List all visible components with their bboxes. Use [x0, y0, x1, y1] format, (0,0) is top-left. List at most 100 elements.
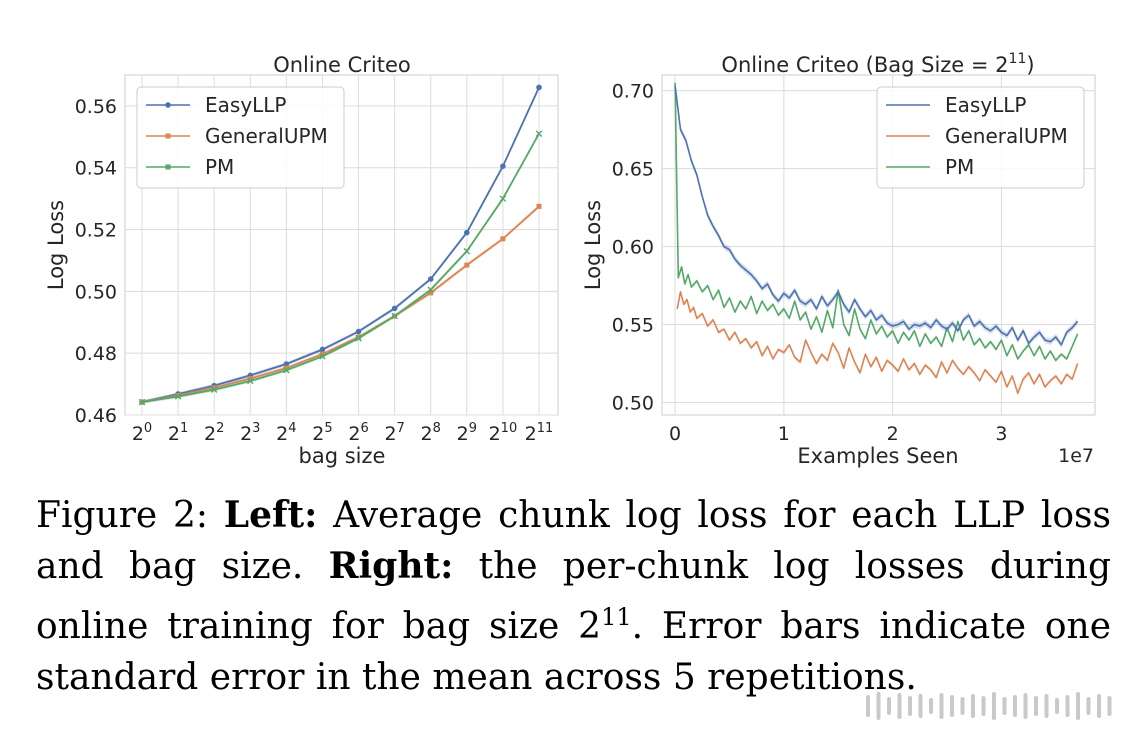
- right-line-easyllp: [674, 85, 1079, 346]
- left-legend: EasyLLP GeneralUPM PM: [136, 86, 345, 189]
- watermark-stroke: [876, 692, 881, 720]
- left-line-pm: [141, 133, 540, 403]
- left-legend-marker-generalupm: [165, 133, 171, 139]
- left-x-tick-exponent: 4: [288, 421, 296, 436]
- left-point-generalupm: [464, 262, 470, 268]
- left-x-tick-base: 2: [240, 423, 252, 445]
- left-line-easyllp: [141, 87, 540, 403]
- left-series-lines: [138, 84, 543, 406]
- left-point-pm: [463, 247, 471, 255]
- left-y-tick-label: 0.46: [75, 405, 117, 427]
- right-y-tick-label: 0.70: [612, 81, 654, 103]
- left-x-tick-base: 2: [276, 423, 288, 445]
- left-x-tick-exponent: 6: [360, 421, 368, 436]
- left-point-easyllp: [391, 305, 398, 312]
- watermark-stroke: [1076, 692, 1080, 720]
- right-legend-label-generalupm: GeneralUPM: [945, 124, 1068, 148]
- left-point-generalupm: [319, 351, 325, 357]
- watermark-stroke: [918, 694, 923, 718]
- left-point-generalupm: [247, 376, 253, 382]
- caption-right-label: Right:: [328, 545, 454, 587]
- watermark-stroke: [939, 693, 944, 719]
- caption-end-text: . Error bars indicate one standard error…: [36, 606, 1112, 698]
- right-x-scale-label: 1e7: [1058, 445, 1094, 467]
- left-legend-label-generalupm: GeneralUPM: [205, 124, 328, 148]
- left-x-tick-exponent: 3: [252, 421, 260, 436]
- left-x-tick-exponent: 10: [501, 421, 518, 436]
- left-x-axis-label: bag size: [299, 444, 386, 468]
- figure-caption: Figure 2: Left: Average chunk log loss f…: [36, 490, 1111, 703]
- left-y-tick-label: 0.52: [75, 220, 117, 242]
- watermark-stroke: [887, 697, 891, 715]
- left-legend-box: [136, 86, 345, 189]
- left-point-pm: [246, 377, 254, 385]
- left-point-easyllp: [355, 328, 362, 335]
- left-point-easyllp: [464, 229, 470, 236]
- watermark-stroke: [866, 695, 870, 717]
- left-x-tick-exponent: 2: [216, 421, 224, 436]
- caption-left-label: Left:: [223, 494, 318, 536]
- left-point-pm: [174, 393, 182, 400]
- right-y-ticks: 0.50 0.55 0.60 0.65 0.70: [612, 81, 654, 415]
- left-x-tick-exponent: 8: [433, 421, 441, 436]
- right-y-tick-label: 0.60: [612, 237, 654, 259]
- right-x-tick-label: 0: [669, 423, 681, 445]
- caption-prefix: Figure 2:: [36, 495, 224, 536]
- left-x-tick-exponent: 7: [397, 421, 405, 436]
- watermark-stroke: [1107, 696, 1112, 716]
- right-series-lines: [674, 80, 1079, 396]
- left-x-tick-label: 28: [421, 421, 441, 445]
- right-x-ticks: 0 1 2 3: [669, 423, 1007, 445]
- left-x-tick-base: 2: [457, 423, 469, 445]
- left-x-tick-label: 27: [384, 421, 404, 445]
- left-y-axis-label: Log Loss: [44, 200, 68, 290]
- left-point-easyllp: [427, 276, 434, 282]
- caption-left-text: Average chunk log loss for each LLP loss…: [36, 495, 1112, 587]
- left-x-tick-base: 2: [204, 423, 216, 445]
- watermark-stroke: [1034, 696, 1038, 716]
- left-point-generalupm: [211, 385, 217, 391]
- watermark-stroke: [950, 695, 954, 717]
- left-x-tick-base: 2: [312, 423, 324, 445]
- watermark-stroke: [1086, 697, 1091, 715]
- watermark-stroke: [1065, 695, 1070, 717]
- left-chart-title: Online Criteo: [273, 53, 411, 77]
- left-point-generalupm: [536, 203, 542, 209]
- left-y-tick-label: 0.54: [75, 158, 117, 180]
- watermark-stroke: [1097, 694, 1101, 718]
- left-y-tick-label: 0.48: [75, 343, 117, 365]
- left-point-pm: [427, 286, 435, 294]
- left-point-generalupm: [356, 334, 362, 340]
- left-x-tick-base: 2: [132, 423, 144, 445]
- right-chart: 0.50 0.55 0.60 0.65 0.70 0 1 2 3 Online Criteo …: [581, 51, 1096, 468]
- left-legend-label-pm: PM: [205, 155, 234, 179]
- watermark-stroke: [929, 698, 933, 714]
- left-x-ticks: 20 21 22 23 24 25 26 27 28 29 210 211: [132, 421, 554, 445]
- left-point-generalupm: [283, 365, 289, 371]
- left-point-pm: [283, 366, 290, 374]
- left-chart: 0.460.480.500.520.540.56 20 21 22 23 24 25 26 2…: [44, 53, 559, 468]
- left-x-tick-label: 23: [240, 421, 260, 445]
- right-legend-label-pm: PM: [945, 155, 974, 179]
- left-x-tick-base: 2: [421, 423, 433, 445]
- caption-bag-base: 2: [578, 606, 602, 647]
- right-x-tick-label: 2: [887, 423, 899, 445]
- left-x-tick-base: 2: [168, 423, 180, 445]
- left-x-tick-exponent: 1: [180, 421, 188, 436]
- watermark-stroke: [960, 697, 965, 715]
- left-x-tick-label: 24: [276, 421, 296, 445]
- left-y-tick-label: 0.50: [75, 281, 117, 303]
- left-x-tick-base: 2: [348, 423, 360, 445]
- left-point-pm: [499, 195, 507, 202]
- left-x-tick-label: 29: [457, 421, 477, 445]
- caption-right-text: the per-chunk log losses during online t…: [36, 546, 1112, 647]
- right-y-tick-label: 0.50: [612, 393, 654, 415]
- left-point-pm: [210, 386, 218, 393]
- right-chart-title: Online Criteo (Bag Size = 211): [721, 51, 1034, 77]
- left-point-pm: [391, 312, 398, 320]
- right-legend: EasyLLP GeneralUPM PM: [876, 86, 1085, 189]
- left-legend-label-easyllp: EasyLLP: [205, 93, 287, 117]
- left-line-generalupm: [141, 205, 540, 403]
- left-y-ticks: 0.46 0.48 0.50 0.52 0.54 0.56: [75, 96, 117, 427]
- right-legend-box: [876, 86, 1085, 189]
